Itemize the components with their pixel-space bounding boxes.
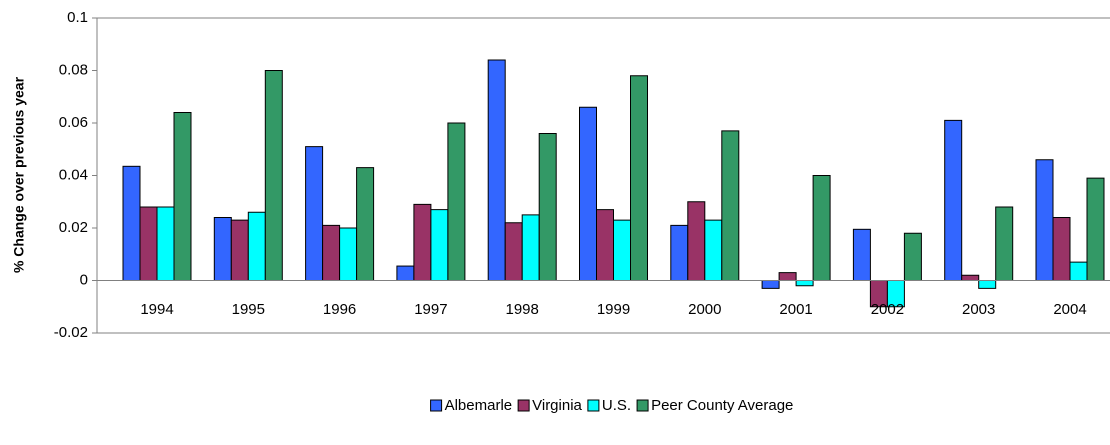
y-tick-label: -0.02: [54, 324, 88, 341]
bar: [487, 59, 506, 281]
legend-swatch: [517, 399, 530, 412]
bar: [778, 272, 797, 281]
legend-swatch: [587, 399, 600, 412]
x-tick-label: 2000: [688, 301, 721, 318]
bar: [322, 224, 341, 281]
y-tick-label: 0: [80, 271, 88, 288]
bar: [264, 70, 283, 281]
bar: [430, 209, 449, 281]
bar: [173, 112, 192, 281]
bar: [504, 222, 523, 281]
legend-swatch: [430, 399, 443, 412]
legend: Albemarle Virginia U.S. Peer County Average: [430, 397, 793, 414]
bar: [579, 106, 597, 281]
bar: [1052, 217, 1071, 281]
bar: [447, 122, 466, 281]
bar: [978, 280, 997, 289]
x-tick-label: 1997: [414, 301, 447, 318]
bar: [156, 206, 175, 281]
x-tick-label: 1998: [506, 301, 539, 318]
bar: [413, 203, 432, 281]
y-tick-label: 0.02: [59, 219, 88, 236]
legend-label: Virginia: [532, 397, 582, 414]
x-tick-label: 1994: [140, 301, 173, 318]
bar: [339, 227, 358, 281]
y-tick-label: 0.08: [59, 61, 88, 78]
y-tick-label: 0.04: [59, 166, 88, 183]
bar: [596, 209, 614, 281]
bar: [995, 206, 1014, 281]
bar: [538, 133, 557, 281]
x-tick-label: 2003: [962, 301, 995, 318]
bar: [721, 130, 740, 281]
bar: [1086, 177, 1105, 281]
bar: [903, 232, 922, 281]
bar: [852, 228, 871, 281]
bar: [670, 224, 689, 281]
x-tick-label: 2004: [1053, 301, 1086, 318]
bar: [704, 219, 723, 281]
x-tick-label: 1996: [323, 301, 356, 318]
legend-label: Peer County Average: [651, 397, 793, 414]
legend-label: U.S.: [602, 397, 631, 414]
bar: [613, 219, 631, 281]
y-tick-label: 0.06: [59, 114, 88, 131]
bar: [812, 175, 831, 281]
bar: [213, 217, 232, 281]
y-tick-label: 0.1: [67, 9, 88, 26]
bar: [795, 280, 814, 287]
legend-label: Albemarle: [445, 397, 513, 414]
bar: [247, 211, 266, 281]
bar: [944, 119, 963, 281]
bar: [396, 265, 415, 281]
bar: [761, 280, 780, 289]
bar: [630, 75, 648, 281]
x-tick-label: 2002: [871, 301, 904, 318]
bar: [961, 274, 980, 281]
x-tick-label: 1999: [597, 301, 630, 318]
bar: [305, 146, 324, 281]
bar: [139, 206, 158, 281]
bar: [1069, 261, 1088, 281]
legend-swatch: [636, 399, 649, 412]
bar: [521, 214, 540, 281]
x-tick-label: 2001: [779, 301, 812, 318]
bar: [230, 219, 249, 281]
y-axis-title: % Change over previous year: [11, 76, 27, 273]
bar: [356, 167, 375, 281]
bar: [687, 201, 706, 281]
bar: [122, 165, 141, 281]
bar: [1035, 159, 1054, 281]
x-tick-label: 1995: [232, 301, 265, 318]
